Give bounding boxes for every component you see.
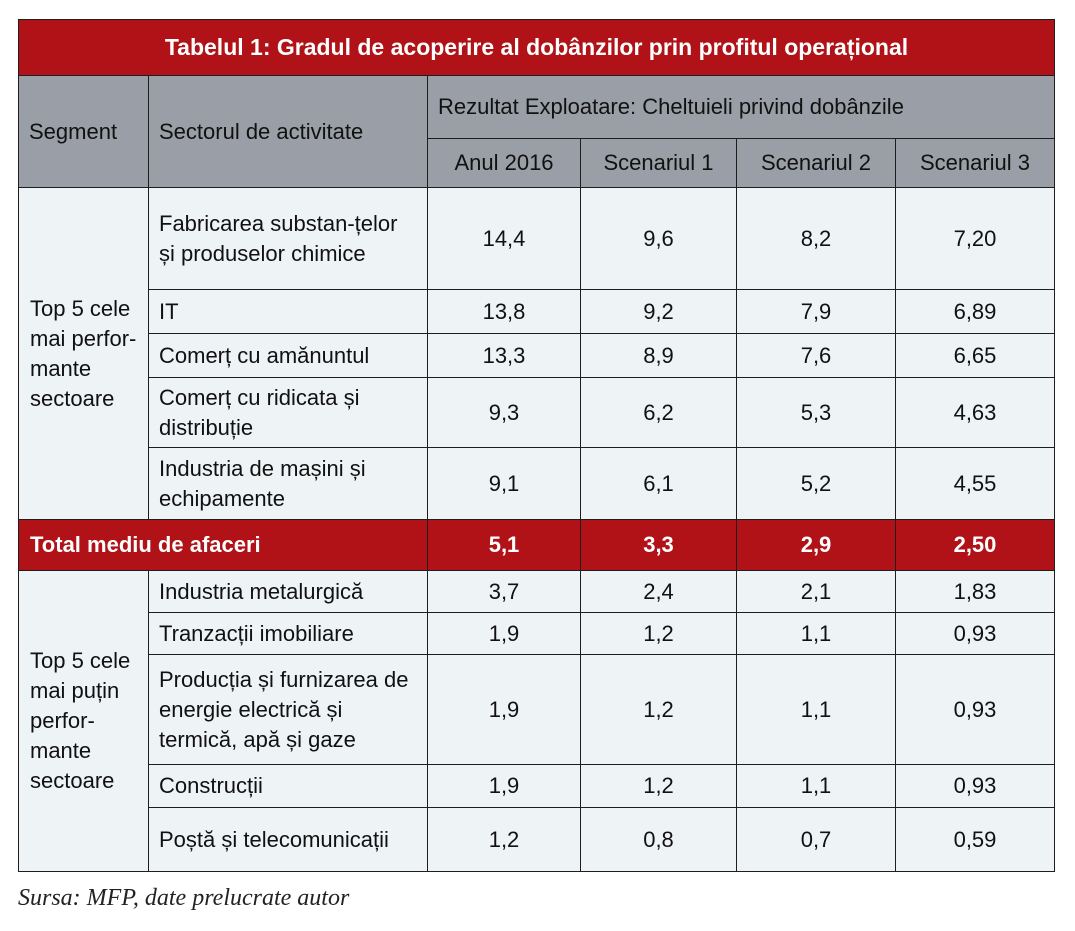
interest-coverage-table: Tabelul 1: Gradul de acoperire al dobânz… bbox=[18, 19, 1055, 872]
value-cell: 8,9 bbox=[580, 333, 737, 378]
top-segment-label: Top 5 cele mai perfor-mante sectoare bbox=[18, 187, 149, 520]
bottom-sectors-group: Top 5 cele mai puțin perfor-mante sectoa… bbox=[18, 570, 1055, 872]
source-note: Sursa: MFP, date prelucrate autor bbox=[18, 885, 350, 911]
value-cell: 6,1 bbox=[580, 447, 737, 520]
table-row: Top 5 cele mai perfor-mante sectoare Fabr… bbox=[18, 187, 1055, 520]
value-cell: 1,83 bbox=[895, 570, 1055, 613]
value-cell: 6,89 bbox=[895, 289, 1055, 334]
total-row: Total mediu de afaceri 5,1 3,3 2,9 2,50 bbox=[18, 519, 1055, 571]
value-cell: 1,1 bbox=[736, 654, 896, 765]
table-row: Top 5 cele mai puțin perfor-mante sectoa… bbox=[18, 570, 1055, 872]
value-cell: 1,9 bbox=[427, 612, 581, 655]
table-row: Tranzacții imobiliare 1,9 1,2 1,1 0,93 bbox=[19, 612, 1055, 655]
total-value: 3,3 bbox=[580, 519, 737, 571]
value-cell: 5,2 bbox=[736, 447, 896, 520]
table-title: Tabelul 1: Gradul de acoperire al dobânz… bbox=[18, 19, 1055, 76]
sector-name: Construcții bbox=[148, 764, 428, 808]
sector-name: IT bbox=[148, 289, 428, 334]
sector-name: Poștă și telecomunicații bbox=[148, 807, 428, 872]
value-cell: 0,93 bbox=[895, 612, 1055, 655]
value-cell: 0,8 bbox=[580, 807, 737, 872]
value-cell: 4,55 bbox=[895, 447, 1055, 520]
header-sector: Sectorul de activitate bbox=[148, 75, 428, 188]
value-cell: 2,4 bbox=[580, 570, 737, 613]
value-cell: 0,93 bbox=[895, 764, 1055, 808]
table-row: Poștă și telecomunicații 1,2 0,8 0,7 0,59 bbox=[19, 807, 1055, 872]
sector-name: Comerț cu ridicata și distribuție bbox=[148, 377, 428, 448]
value-cell: 9,2 bbox=[580, 289, 737, 334]
header-col-scenario-2: Scenariul 2 bbox=[736, 138, 896, 188]
total-value: 5,1 bbox=[427, 519, 581, 571]
total-value: 2,9 bbox=[736, 519, 896, 571]
sector-name: Tranzacții imobiliare bbox=[148, 612, 428, 655]
value-cell: 3,7 bbox=[427, 570, 581, 613]
value-cell: 0,93 bbox=[895, 654, 1055, 765]
table-row: IT 13,8 9,2 7,9 6,89 bbox=[19, 289, 1055, 334]
value-cell: 9,3 bbox=[427, 377, 581, 448]
value-cell: 1,2 bbox=[427, 807, 581, 872]
sector-name: Industria de mașini și echipamente bbox=[148, 447, 428, 520]
value-cell: 13,8 bbox=[427, 289, 581, 334]
value-cell: 14,4 bbox=[427, 187, 581, 290]
sector-name: Comerț cu amănuntul bbox=[148, 333, 428, 378]
table-row: Producția și furnizarea de energie elect… bbox=[19, 654, 1055, 765]
value-cell: 0,7 bbox=[736, 807, 896, 872]
total-value: 2,50 bbox=[895, 519, 1055, 571]
value-cell: 4,63 bbox=[895, 377, 1055, 448]
sector-name: Fabricarea substan-țelor și produselor c… bbox=[148, 187, 428, 290]
value-cell: 6,2 bbox=[580, 377, 737, 448]
value-cell: 9,1 bbox=[427, 447, 581, 520]
header-group: Rezultat Exploatare: Cheltuieli privind … bbox=[427, 75, 1055, 139]
value-cell: 7,20 bbox=[895, 187, 1055, 290]
header-segment: Segment bbox=[18, 75, 149, 188]
header-col-scenario-3: Scenariul 3 bbox=[895, 138, 1055, 188]
total-label: Total mediu de afaceri bbox=[18, 519, 428, 571]
value-cell: 1,2 bbox=[580, 764, 737, 808]
table-row: Comerț cu amănuntul 13,3 8,9 7,6 6,65 bbox=[19, 333, 1055, 378]
value-cell: 13,3 bbox=[427, 333, 581, 378]
table-row: Comerț cu ridicata și distribuție 9,3 6,2 5… bbox=[19, 377, 1055, 448]
value-cell: 5,3 bbox=[736, 377, 896, 448]
value-cell: 0,59 bbox=[895, 807, 1055, 872]
value-cell: 9,6 bbox=[580, 187, 737, 290]
value-cell: 1,9 bbox=[427, 654, 581, 765]
value-cell: 1,1 bbox=[736, 612, 896, 655]
bottom-segment-label: Top 5 cele mai puțin perfor-mante sectoa… bbox=[18, 570, 149, 872]
table-row: Industria de mașini și echipamente 9,1 6,1… bbox=[19, 447, 1055, 520]
table-row: Construcții 1,9 1,2 1,1 0,93 bbox=[19, 764, 1055, 808]
header-col-scenario-1: Scenariul 1 bbox=[580, 138, 737, 188]
value-cell: 2,1 bbox=[736, 570, 896, 613]
sector-name: Industria metalurgică bbox=[148, 570, 428, 613]
value-cell: 1,2 bbox=[580, 612, 737, 655]
value-cell: 1,1 bbox=[736, 764, 896, 808]
value-cell: 6,65 bbox=[895, 333, 1055, 378]
value-cell: 1,2 bbox=[580, 654, 737, 765]
value-cell: 7,6 bbox=[736, 333, 896, 378]
value-cell: 8,2 bbox=[736, 187, 896, 290]
sector-name: Producția și furnizarea de energie elect… bbox=[148, 654, 428, 765]
value-cell: 1,9 bbox=[427, 764, 581, 808]
header-col-2016: Anul 2016 bbox=[427, 138, 581, 188]
top-sectors-group: Top 5 cele mai perfor-mante sectoare Fabr… bbox=[18, 187, 1055, 520]
value-cell: 7,9 bbox=[736, 289, 896, 334]
